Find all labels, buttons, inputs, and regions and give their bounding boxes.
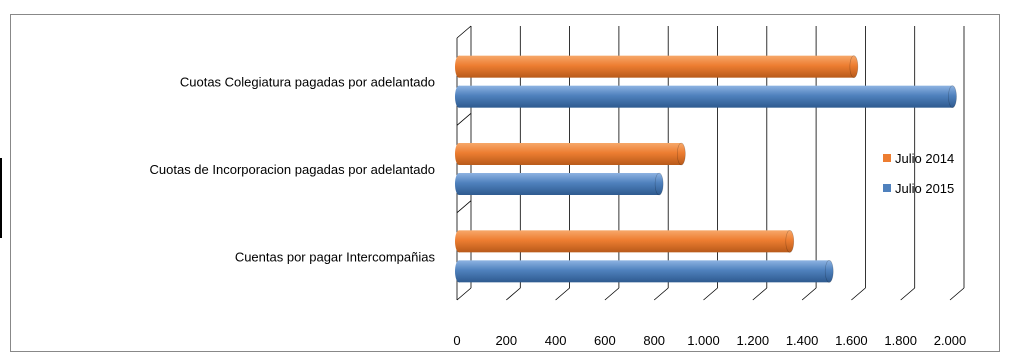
bar xyxy=(459,230,790,253)
x-tick-label: 1.200 xyxy=(737,333,770,348)
bar-end-cap xyxy=(785,230,795,253)
axis-labels: Cuotas Colegiatura pagadas por adelantad… xyxy=(150,75,967,348)
left-wall-top xyxy=(456,25,472,39)
x-tick-label: 1.000 xyxy=(687,333,720,348)
bar-end-cap xyxy=(948,85,957,108)
floor-line xyxy=(653,287,669,301)
floor-line xyxy=(456,287,472,301)
bar-start-cap xyxy=(455,173,463,195)
x-tick-label: 2.000 xyxy=(934,333,967,348)
left-edge-rule xyxy=(0,158,2,238)
legend-swatch xyxy=(883,154,891,162)
floor-line xyxy=(801,287,817,301)
bar xyxy=(459,260,830,283)
bar-start-cap xyxy=(455,143,463,165)
x-tick-label: 800 xyxy=(643,333,665,348)
bar-start-cap xyxy=(455,85,463,108)
category-label: Cuotas Colegiatura pagadas por adelantad… xyxy=(180,75,435,90)
bar xyxy=(459,85,953,108)
bar-start-cap xyxy=(455,230,463,253)
floor-line xyxy=(900,287,915,301)
category-divider xyxy=(456,113,472,126)
x-tick-label: 600 xyxy=(594,333,616,348)
bar xyxy=(459,173,660,195)
legend-label: Julio 2015 xyxy=(895,181,954,196)
bar-end-cap xyxy=(849,55,859,78)
bar-end-cap xyxy=(654,172,664,196)
floor-line xyxy=(752,287,768,301)
bar-start-cap xyxy=(455,260,463,283)
bar-end-cap xyxy=(824,260,834,283)
x-tick-label: 1.800 xyxy=(884,333,917,348)
x-tick-label: 400 xyxy=(545,333,567,348)
floor-line xyxy=(949,287,965,301)
bar-start-cap xyxy=(455,55,463,78)
bars xyxy=(455,55,957,283)
floor-line xyxy=(506,287,521,301)
category-divider xyxy=(456,200,472,213)
x-tick-label: 1.400 xyxy=(786,333,819,348)
bar xyxy=(459,143,682,165)
legend-label: Julio 2014 xyxy=(895,151,954,166)
x-tick-label: 200 xyxy=(495,333,517,348)
floor-line xyxy=(604,287,620,301)
legend: Julio 2014 Julio 2015 xyxy=(883,151,954,196)
x-tick-label: 1.600 xyxy=(835,333,868,348)
legend-swatch xyxy=(883,184,891,192)
x-tick-label: 0 xyxy=(453,333,460,348)
bar xyxy=(459,55,854,78)
category-label: Cuotas de Incorporacion pagadas por adel… xyxy=(150,162,436,177)
floor-line xyxy=(851,287,866,301)
bar-end-cap xyxy=(677,142,686,166)
category-label: Cuentas por pagar Intercompañias xyxy=(235,249,436,264)
floor-line xyxy=(555,287,570,301)
floor-line xyxy=(703,287,718,301)
